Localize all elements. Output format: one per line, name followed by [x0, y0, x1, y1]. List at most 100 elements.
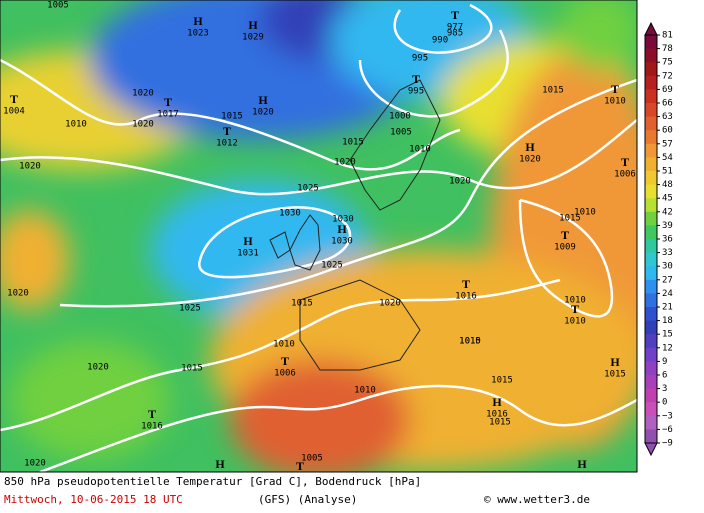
colorbar-swatch	[645, 415, 657, 430]
colorbar-label: 78	[662, 44, 673, 54]
isobar-label: 1020	[379, 299, 401, 309]
colorbar-label: 60	[662, 126, 673, 136]
center-pressure: 995	[408, 87, 424, 97]
isobar-label: 1000	[389, 112, 411, 122]
colorbar-label: 66	[662, 99, 673, 109]
map-field	[0, 0, 637, 472]
center-symbol: T	[611, 82, 619, 96]
caption-model: (GFS) (Analyse)	[258, 493, 357, 506]
center-symbol: T	[561, 228, 569, 242]
colorbar-label: 54	[662, 153, 673, 163]
center-symbol: T	[412, 72, 420, 86]
center-pressure: 1006	[614, 170, 636, 180]
colorbar-label: 36	[662, 235, 673, 245]
colorbar-label: 45	[662, 194, 673, 204]
isobar-label: 1025	[297, 184, 319, 194]
isobar-label: 1010	[273, 340, 295, 350]
center-pressure: 1029	[242, 33, 264, 43]
isobar-label: 1010	[354, 386, 376, 396]
colorbar-label: 72	[662, 71, 673, 81]
center-symbol: H	[248, 18, 258, 32]
center-pressure: 1006	[274, 369, 296, 379]
colorbar-label: 12	[662, 343, 673, 353]
colorbar-label: 15	[662, 330, 673, 340]
center-symbol: H	[215, 457, 225, 471]
caption-title: 850 hPa pseudopotentielle Temperatur [Gr…	[4, 475, 421, 488]
colorbar-swatch	[645, 103, 657, 118]
colorbar-swatch	[645, 35, 657, 50]
center-pressure: 1010	[604, 97, 626, 107]
center-symbol: H	[525, 140, 535, 154]
colorbar-swatch	[645, 211, 657, 226]
colorbar-label: 27	[662, 275, 673, 285]
center-symbol: T	[451, 8, 459, 22]
isobars	[0, 3, 637, 472]
isobar-label: 1020	[19, 162, 41, 172]
colorbar-label: −3	[662, 411, 673, 421]
isobar-label: 1015	[459, 337, 481, 347]
isobar-label: 1030	[279, 209, 301, 219]
caption-credit: © www.wetter3.de	[484, 493, 590, 506]
coastlines	[269, 79, 441, 371]
colorbar-label: 3	[662, 384, 667, 394]
center-pressure: 1030	[331, 237, 353, 247]
colorbar-cap-top	[644, 21, 658, 36]
isobar-label: 1020	[132, 89, 154, 99]
isobar-label: 1015	[559, 214, 581, 224]
isobar-label: 1025	[179, 304, 201, 314]
center-symbol: T	[223, 124, 231, 138]
center-symbol: H	[193, 14, 203, 28]
center-pressure: 1016	[141, 422, 163, 432]
colorbar-label: 0	[662, 398, 667, 408]
colorbar-label: 51	[662, 167, 673, 177]
center-symbol: T	[571, 302, 579, 316]
colorbar-swatch	[645, 279, 657, 294]
colorbar-swatch	[645, 293, 657, 308]
colorbar-swatch	[645, 307, 657, 322]
colorbar-swatch	[645, 429, 657, 444]
colorbar-cap-bottom	[644, 442, 658, 457]
center-symbol: T	[281, 354, 289, 368]
colorbar-swatch	[645, 184, 657, 199]
isobar-label: 1015	[489, 418, 511, 428]
isobar-label: 1015	[291, 299, 313, 309]
center-pressure: 1017	[157, 110, 179, 120]
colorbar-label: 63	[662, 112, 673, 122]
center-pressure: 1020	[252, 108, 274, 118]
colorbar-label: 18	[662, 316, 673, 326]
colorbar-label: 9	[662, 357, 667, 367]
isobar-label: 1020	[24, 459, 46, 469]
center-pressure: 1015	[604, 370, 626, 380]
colorbar-label: 81	[662, 31, 673, 41]
isobar-label: 1005	[390, 128, 412, 138]
colorbar-swatch	[645, 143, 657, 158]
colorbar-swatch	[645, 171, 657, 186]
colorbar-label: −9	[662, 439, 673, 449]
colorbar-swatch	[645, 361, 657, 376]
isobar-label: 1010	[564, 296, 586, 306]
isobar-label: 1020	[132, 120, 154, 130]
center-pressure: 1009	[554, 243, 576, 253]
center-symbol: T	[621, 155, 629, 169]
colorbar-label: 48	[662, 180, 673, 190]
center-symbol: T	[10, 92, 18, 106]
colorbar-swatch	[645, 130, 657, 145]
isobar-label: 1010	[459, 337, 481, 347]
colorbar-label: 33	[662, 248, 673, 258]
center-pressure: 1012	[216, 139, 238, 149]
colorbar-label: 30	[662, 262, 673, 272]
colorbar-label: 6	[662, 371, 667, 381]
isobar-label: 1015	[342, 138, 364, 148]
colorbar: 8178757269666360575451484542393633302724…	[644, 21, 673, 457]
caption-date: Mittwoch, 10-06-2015 18 UTC	[4, 493, 183, 506]
isobar-label: 1020	[87, 363, 109, 373]
center-symbol: T	[296, 459, 304, 473]
colorbar-swatch	[645, 388, 657, 403]
isobar-label: 1010	[409, 145, 431, 155]
colorbar-swatch	[645, 334, 657, 349]
center-symbol: H	[610, 355, 620, 369]
colorbar-swatch	[645, 402, 657, 417]
center-pressure: 977	[447, 23, 463, 33]
colorbar-swatch	[645, 252, 657, 267]
center-symbol: H	[258, 93, 268, 107]
